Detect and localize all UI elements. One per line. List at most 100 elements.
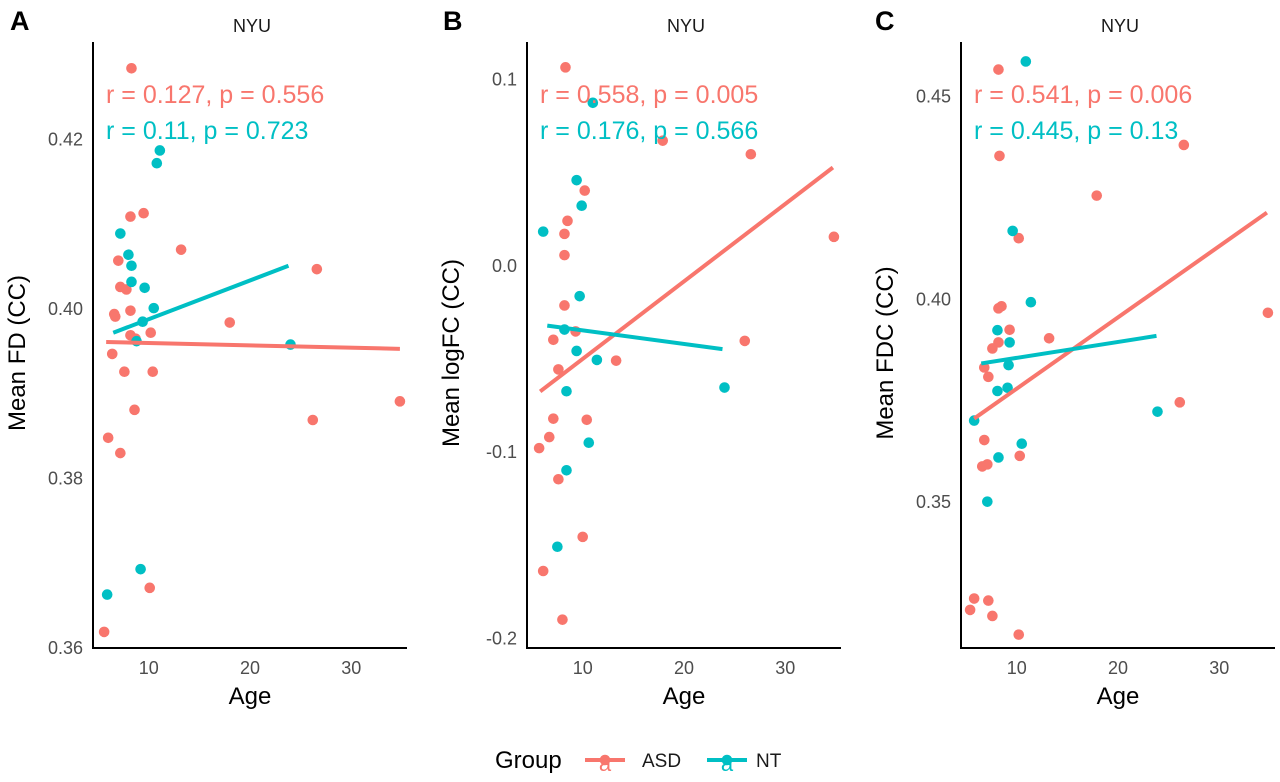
stat-annotation-nt: r = 0.11, p = 0.723 <box>106 117 308 145</box>
x-axis-title: Age <box>1097 683 1140 710</box>
panel-title: NYU <box>233 16 271 36</box>
data-point-asd <box>983 595 994 606</box>
data-point-nt <box>126 276 137 288</box>
data-point-asd <box>964 604 976 616</box>
data-point-nt <box>982 496 993 507</box>
data-point-nt <box>719 382 730 393</box>
stat-annotation-nt: r = 0.445, p = 0.13 <box>974 117 1178 145</box>
data-point-nt <box>135 563 146 575</box>
data-point-nt <box>552 541 563 553</box>
data-point-nt <box>148 302 160 314</box>
legend-label: ASD <box>642 751 681 772</box>
panel-title: NYU <box>1101 16 1139 36</box>
legend-key-glyph: a <box>599 751 612 776</box>
data-point-asd <box>125 305 136 316</box>
data-point-nt <box>583 437 595 449</box>
x-tick-label: 30 <box>341 658 361 678</box>
data-point-asd <box>968 593 980 604</box>
x-axis-title: Age <box>663 683 706 710</box>
data-point-nt <box>101 589 113 600</box>
data-point-asd <box>993 64 1004 75</box>
data-point-asd <box>533 442 545 454</box>
data-point-nt <box>587 97 599 109</box>
data-point-nt <box>123 249 134 261</box>
data-point-asd <box>559 300 570 311</box>
fit-line-asd <box>973 211 1269 421</box>
data-point-asd <box>560 62 571 73</box>
data-point-nt <box>561 385 572 397</box>
data-point-nt <box>1003 359 1014 371</box>
data-point-asd <box>610 355 622 366</box>
data-point-nt <box>537 226 549 237</box>
data-point-asd <box>557 614 568 625</box>
stat-annotation-asd: r = 0.558, p = 0.005 <box>540 81 758 109</box>
data-point-asd <box>138 207 149 219</box>
legend-item-asd: a ASD <box>585 751 681 776</box>
data-point-asd <box>559 228 570 240</box>
data-point-asd <box>102 432 114 444</box>
stat-annotation-asd: r = 0.541, p = 0.006 <box>974 81 1192 109</box>
data-point-asd <box>115 447 126 459</box>
data-point-asd <box>581 414 593 426</box>
data-point-nt <box>154 145 166 156</box>
data-point-asd <box>1014 450 1026 462</box>
x-tick-label: 20 <box>674 658 694 678</box>
data-point-nt <box>1002 382 1013 394</box>
legend-title: Group <box>495 747 562 774</box>
y-axis-title: Mean FD (CC) <box>4 275 31 431</box>
panel-b: B NYU -0.2 -0.1 0.0 0.1 10 20 30 Age Mean logFC (C… <box>438 6 841 710</box>
data-point-nt <box>992 385 1003 397</box>
data-point-asd <box>987 610 998 622</box>
legend-item-nt: a NT <box>707 751 782 776</box>
stat-annotation-asd: r = 0.127, p = 0.556 <box>106 81 324 109</box>
data-point-asd <box>1178 139 1190 151</box>
fit-line-nt <box>112 263 290 335</box>
x-tick-label: 10 <box>139 658 159 678</box>
data-point-nt <box>139 282 150 294</box>
panel-letter: C <box>875 6 895 36</box>
y-tick-label: 0.35 <box>916 492 951 512</box>
legend-label: NT <box>756 751 782 772</box>
legend-key-point <box>599 754 611 766</box>
legend-key-glyph: a <box>721 751 734 776</box>
data-point-asd <box>1262 307 1274 319</box>
y-tick-label: 0.1 <box>492 69 517 89</box>
data-point-nt <box>1007 225 1018 237</box>
data-point-asd <box>828 231 840 243</box>
data-point-asd <box>548 413 559 424</box>
fit-line-asd <box>106 340 400 351</box>
data-point-asd <box>121 284 132 295</box>
data-point-asd <box>993 303 1004 314</box>
data-point-asd <box>739 335 751 347</box>
data-point-nt <box>115 228 126 239</box>
data-point-asd <box>994 150 1005 162</box>
data-point-nt <box>992 324 1003 336</box>
data-point-nt <box>1016 438 1028 450</box>
data-point-nt <box>576 200 587 212</box>
data-point-asd <box>311 263 323 275</box>
data-point-nt <box>574 290 585 302</box>
data-point-asd <box>224 317 236 328</box>
data-point-asd <box>175 244 187 255</box>
data-point-nt <box>571 174 582 186</box>
data-point-asd <box>109 311 121 322</box>
data-point-asd <box>98 626 110 638</box>
x-tick-label: 20 <box>1108 658 1128 678</box>
data-point-asd <box>577 531 589 543</box>
data-point-nt <box>1152 406 1163 417</box>
y-tick-label: 0.45 <box>916 87 951 107</box>
stat-annotation-nt: r = 0.176, p = 0.566 <box>540 117 758 145</box>
data-point-asd <box>113 255 124 266</box>
data-point-asd <box>553 473 564 485</box>
fit-line-nt <box>546 323 723 352</box>
data-point-asd <box>394 396 406 407</box>
x-axis-title: Age <box>229 683 272 710</box>
y-tick-label: -0.2 <box>486 629 517 649</box>
data-point-asd <box>1091 190 1103 201</box>
data-point-asd <box>559 249 570 261</box>
x-tick-label: 30 <box>1209 658 1229 678</box>
data-point-asd <box>1013 232 1025 244</box>
data-point-asd <box>145 327 157 339</box>
